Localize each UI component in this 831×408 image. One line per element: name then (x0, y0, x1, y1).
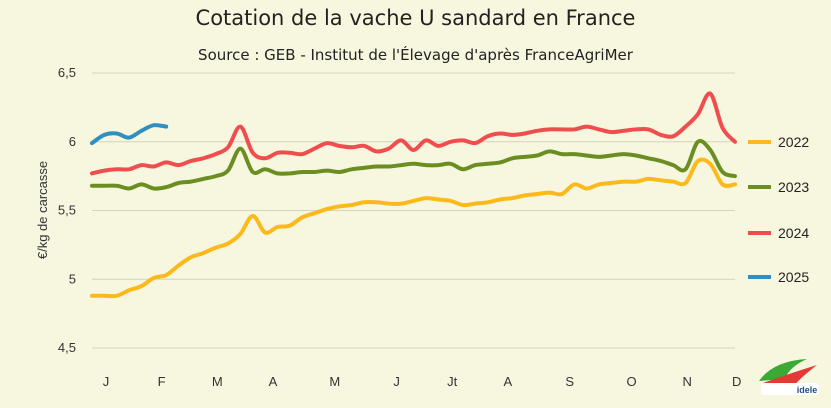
series-line-2025 (90, 123, 169, 146)
grid (92, 72, 735, 349)
chart-subtitle: Source : GEB - Institut de l'Élevage d'a… (198, 46, 633, 64)
series-line-2024 (90, 91, 737, 176)
x-tick-label: J (393, 374, 400, 389)
legend: 2022 2023 2024 2025 (748, 134, 809, 285)
x-tick-label: O (626, 374, 636, 389)
logo-swoosh-green (759, 359, 807, 381)
y-tick-label: 6,5 (58, 65, 76, 80)
idele-logo: idele (759, 359, 819, 395)
y-tick-label: 6 (69, 134, 76, 149)
legend-label-2022: 2022 (778, 134, 809, 150)
x-tick-label: M (329, 374, 340, 389)
x-tick-label: F (158, 374, 166, 389)
y-tick-label: 4,5 (58, 340, 76, 355)
series-line-2023 (90, 138, 737, 191)
series-line-2022 (90, 157, 737, 299)
legend-label-2025: 2025 (778, 269, 809, 285)
x-axis-ticks: J F M A M J Jt A S O N D (103, 374, 742, 389)
x-tick-label: S (565, 374, 574, 389)
x-tick-label: A (504, 374, 513, 389)
logo-text: idele (797, 385, 818, 395)
x-tick-label: Jt (447, 374, 458, 389)
y-tick-label: 5 (69, 271, 76, 286)
logo-plate (761, 383, 819, 395)
series-lines (90, 91, 737, 299)
y-axis-ticks: 4,5 5 5,5 6 6,5 (58, 65, 76, 355)
x-tick-label: D (732, 374, 741, 389)
x-tick-label: N (682, 374, 691, 389)
legend-label-2023: 2023 (778, 179, 809, 195)
x-tick-label: J (103, 374, 110, 389)
x-tick-label: A (269, 374, 278, 389)
chart-title: Cotation de la vache U sandard en France (195, 6, 636, 30)
legend-label-2024: 2024 (778, 225, 809, 241)
logo-swoosh-red (763, 365, 817, 385)
y-tick-label: 5,5 (58, 203, 76, 218)
x-tick-label: M (212, 374, 223, 389)
y-axis-label: €/kg de carcasse (35, 161, 50, 259)
